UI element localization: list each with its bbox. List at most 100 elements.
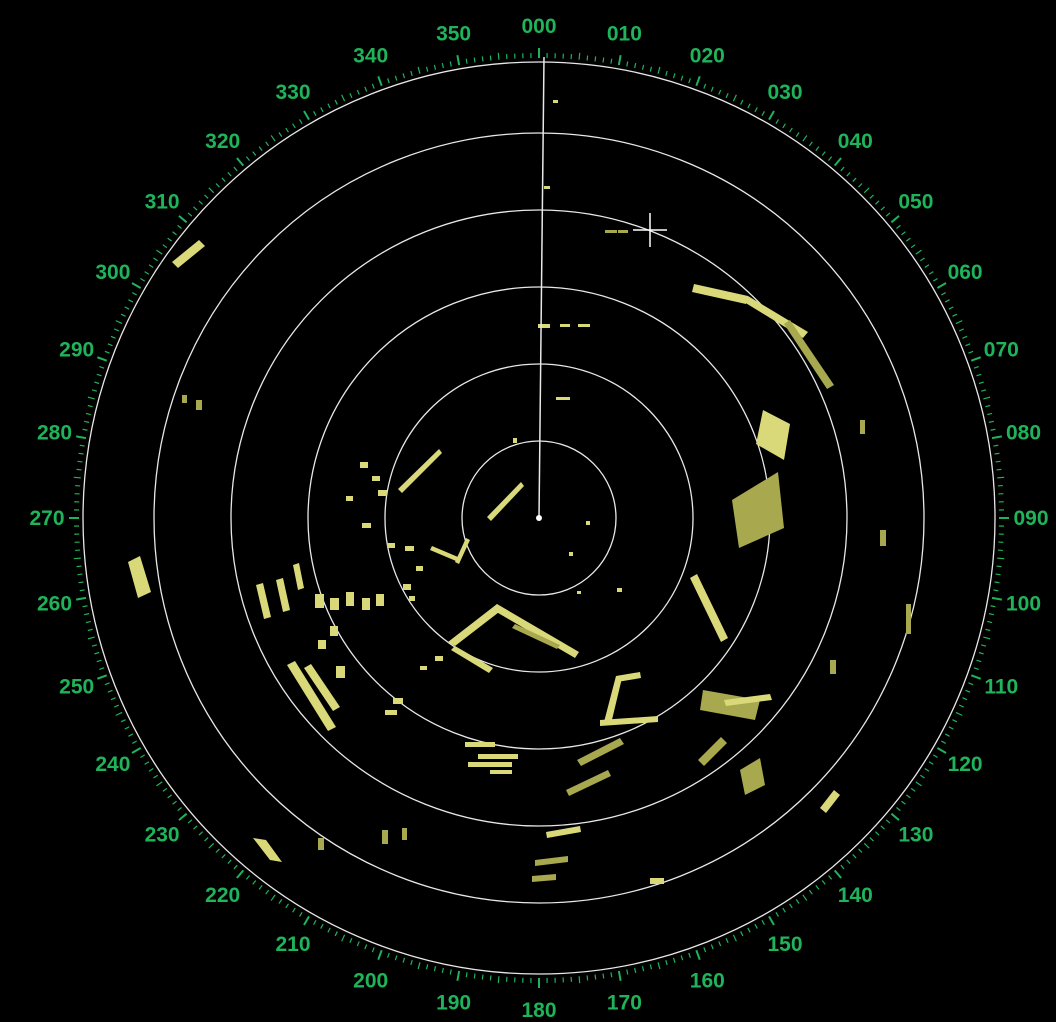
bearing-tick — [433, 64, 437, 70]
bearing-tick — [120, 313, 126, 317]
bearing-tick — [983, 636, 991, 640]
bearing-tick — [465, 972, 468, 978]
bearing-tick — [948, 306, 954, 310]
bearing-tick — [76, 565, 82, 568]
bearing-tick — [710, 86, 714, 92]
bearing-tick — [96, 659, 102, 663]
bearing-tick — [626, 61, 629, 67]
bearing-tick — [85, 412, 91, 416]
bearing-tick — [187, 212, 193, 217]
bearing-tick — [725, 92, 729, 99]
bearing-tick — [394, 955, 398, 961]
bearing-label: 200 — [353, 969, 388, 992]
bearing-tick — [948, 726, 954, 730]
bearing-tick — [433, 966, 437, 972]
bearing-tick — [115, 711, 123, 716]
bearing-tick — [148, 768, 154, 772]
bearing-tick — [73, 476, 81, 479]
bearing-label: 320 — [205, 130, 240, 153]
bearing-tick — [94, 651, 100, 655]
bearing-tick — [906, 237, 911, 242]
crosshair-icon[interactable] — [633, 213, 667, 247]
bearing-tick — [94, 381, 100, 385]
bearing-tick — [987, 412, 993, 416]
bearing-tick — [901, 231, 906, 236]
bearing-tick — [128, 733, 134, 737]
bearing-tick — [775, 911, 780, 917]
bearing-label: 230 — [145, 823, 180, 846]
bearing-label: 050 — [898, 191, 933, 214]
bearing-tick — [115, 320, 123, 325]
bearing-tick — [703, 83, 707, 89]
bearing-tick — [76, 468, 82, 471]
bearing-tick — [932, 754, 938, 759]
bearing-tick — [320, 923, 324, 929]
bearing-tick — [285, 903, 289, 909]
bearing-tick — [172, 231, 177, 236]
bearing-tick — [79, 589, 85, 592]
bearing-tick — [695, 949, 701, 960]
bearing-tick — [104, 350, 110, 354]
bearing-tick — [988, 420, 994, 423]
bearing-tick — [657, 962, 661, 970]
bearing-tick — [144, 271, 150, 275]
bearing-tick — [425, 964, 429, 970]
bearing-tick — [924, 264, 930, 268]
bearing-tick — [233, 864, 238, 870]
bearing-tick — [75, 435, 87, 440]
bearing-tick — [875, 831, 880, 836]
bearing-tick — [198, 200, 203, 205]
bearing-label: 140 — [838, 884, 873, 907]
bearing-tick — [162, 787, 168, 792]
bearing-tick — [156, 781, 163, 787]
bearing-tick — [915, 249, 922, 255]
bearing-tick — [965, 343, 971, 347]
bearing-tick — [84, 420, 90, 423]
bearing-tick — [313, 920, 317, 925]
bearing-tick — [995, 460, 1001, 463]
bearing-tick — [962, 697, 968, 701]
bearing-tick — [649, 66, 653, 72]
bearing-tick — [981, 644, 987, 647]
bearing-tick — [97, 356, 108, 362]
bearing-tick — [78, 452, 84, 455]
bearing-tick — [815, 146, 820, 151]
bearing-tick — [481, 56, 484, 62]
bearing-tick — [132, 740, 137, 744]
bearing-tick — [952, 719, 958, 723]
bearing-label: 070 — [984, 339, 1019, 362]
bearing-tick — [869, 194, 874, 199]
bearing-tick — [208, 842, 215, 849]
bearing-tick — [489, 55, 492, 61]
bearing-label: 250 — [59, 675, 94, 698]
bearing-tick — [278, 899, 283, 904]
range-ring — [230, 209, 848, 827]
bearing-tick — [970, 674, 981, 680]
bearing-label: 310 — [145, 191, 180, 214]
bearing-tick — [578, 976, 581, 984]
bearing-tick — [973, 667, 979, 670]
bearing-tick — [107, 689, 113, 693]
bearing-tick — [208, 187, 215, 194]
bearing-tick — [245, 156, 250, 161]
bearing-tick — [285, 127, 289, 133]
bearing-tick — [327, 103, 331, 109]
bearing-tick — [258, 885, 263, 890]
bearing-tick — [252, 880, 257, 885]
bearing-tick — [278, 132, 283, 137]
bearing-tick — [846, 172, 851, 177]
bearing-tick — [198, 831, 203, 836]
bearing-tick — [387, 952, 390, 958]
bearing-tick — [789, 127, 793, 133]
bearing-tick — [725, 937, 729, 944]
bearing-tick — [128, 299, 134, 303]
bearing-label: 170 — [607, 992, 642, 1015]
bearing-tick — [978, 651, 984, 655]
bearing-tick — [993, 589, 999, 592]
bearing-tick — [87, 628, 93, 632]
bearing-tick — [140, 754, 146, 759]
bearing-tick — [920, 257, 925, 262]
bearing-tick — [167, 794, 172, 799]
